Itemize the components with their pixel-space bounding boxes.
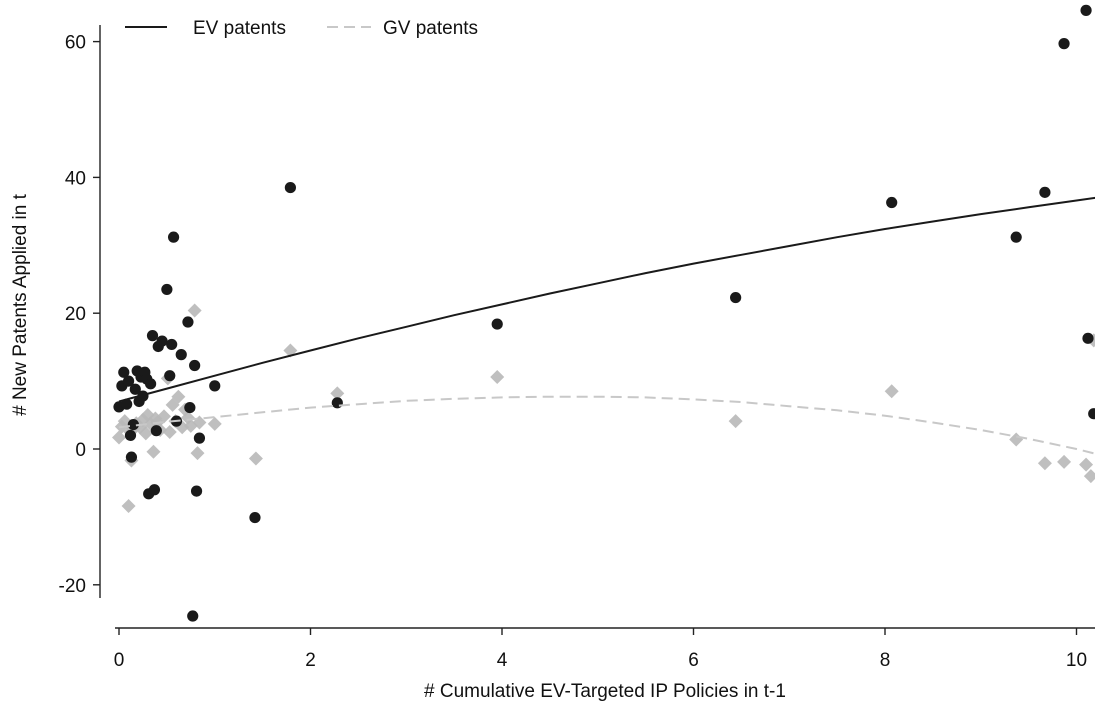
- gv-data-point: [728, 414, 743, 429]
- legend-label-ev: EV patents: [193, 18, 286, 39]
- ev-data-point: [193, 432, 206, 444]
- ev-data-point: [122, 375, 135, 387]
- gv-data-point: [171, 389, 186, 404]
- ev-data-point: [125, 451, 138, 463]
- gv-data-point: [1083, 469, 1095, 484]
- ev-data-point: [144, 378, 157, 390]
- ev-data-point: [1080, 4, 1092, 16]
- y-tick-label: 0: [75, 440, 86, 461]
- plot-area: [112, 4, 1095, 622]
- gv-data-point: [1079, 457, 1094, 472]
- ev-data-point: [156, 335, 168, 347]
- ev-data-point: [187, 610, 199, 622]
- ev-data-point: [124, 429, 137, 442]
- ev-data-point: [127, 418, 139, 431]
- ev-data-point: [148, 484, 161, 496]
- ev-data-point: [161, 283, 173, 296]
- gv-data-point: [162, 425, 177, 440]
- gv-data-point: [187, 303, 202, 318]
- y-axis-title: # New Patents Applied in t: [10, 193, 31, 416]
- legend: EV patents GV patents: [125, 18, 478, 39]
- ev-data-point: [189, 359, 201, 372]
- ev-data-point: [184, 401, 196, 414]
- x-tick-label: 8: [880, 650, 891, 671]
- gv-data-point: [121, 499, 136, 514]
- gv-fit-line: [118, 395, 1095, 455]
- ev-data-point: [730, 291, 742, 304]
- ev-data-point: [491, 318, 503, 330]
- ev-data-point: [284, 181, 296, 194]
- ev-data-point: [331, 397, 343, 409]
- y-tick-label: 20: [65, 304, 86, 325]
- gv-data-point: [248, 451, 263, 466]
- gv-data-point: [138, 426, 153, 441]
- gv-data-point: [490, 370, 505, 385]
- gv-data-point: [190, 446, 205, 461]
- ev-data-point: [1088, 408, 1095, 420]
- ev-data-point: [190, 485, 203, 497]
- y-axis: -20 0 20 40 60: [59, 25, 101, 598]
- ev-data-point: [121, 398, 133, 410]
- legend-label-gv: GV patents: [383, 18, 478, 39]
- x-tick-label: 4: [497, 650, 508, 671]
- y-tick-label: 60: [65, 33, 86, 54]
- ev-points: [113, 4, 1095, 622]
- ev-data-point: [129, 383, 141, 395]
- gv-data-point: [146, 444, 161, 459]
- gv-data-point: [884, 384, 899, 399]
- ev-data-point: [1039, 186, 1051, 198]
- ev-data-point: [182, 316, 194, 328]
- x-tick-label: 10: [1066, 650, 1087, 671]
- ev-data-point: [118, 366, 130, 378]
- gv-data-point: [1057, 454, 1072, 469]
- ev-data-point: [209, 380, 221, 392]
- ev-data-point: [146, 330, 159, 342]
- x-axis-title: # Cumulative EV-Targeted IP Policies in …: [424, 681, 786, 702]
- x-ticks: 0 2 4 6 8 10: [114, 628, 1087, 671]
- ev-data-point: [166, 338, 178, 351]
- x-tick-label: 0: [114, 650, 125, 671]
- gv-data-point: [207, 416, 222, 431]
- ev-data-point: [175, 349, 187, 361]
- ev-fit-line: [118, 196, 1095, 403]
- gv-data-point: [330, 386, 345, 401]
- y-tick-label: 40: [65, 168, 86, 189]
- gv-data-point: [1009, 432, 1024, 447]
- ev-data-point: [886, 196, 898, 209]
- ev-data-point: [164, 370, 176, 382]
- ev-data-point: [150, 425, 162, 437]
- ev-data-point: [1010, 231, 1022, 243]
- x-tick-label: 6: [688, 650, 699, 671]
- gv-data-point: [112, 430, 126, 445]
- x-axis: 0 2 4 6 8 10: [114, 627, 1095, 671]
- gv-data-point: [157, 409, 172, 424]
- y-tick-label: -20: [59, 576, 86, 597]
- x-tick-label: 2: [305, 650, 316, 671]
- ev-data-point: [1082, 332, 1094, 344]
- gv-points: [112, 303, 1095, 514]
- gv-data-point: [1037, 456, 1052, 471]
- y-ticks: -20 0 20 40 60: [59, 33, 100, 597]
- ev-data-point: [1058, 38, 1070, 50]
- ev-data-point: [167, 231, 180, 243]
- ev-data-point: [249, 511, 261, 524]
